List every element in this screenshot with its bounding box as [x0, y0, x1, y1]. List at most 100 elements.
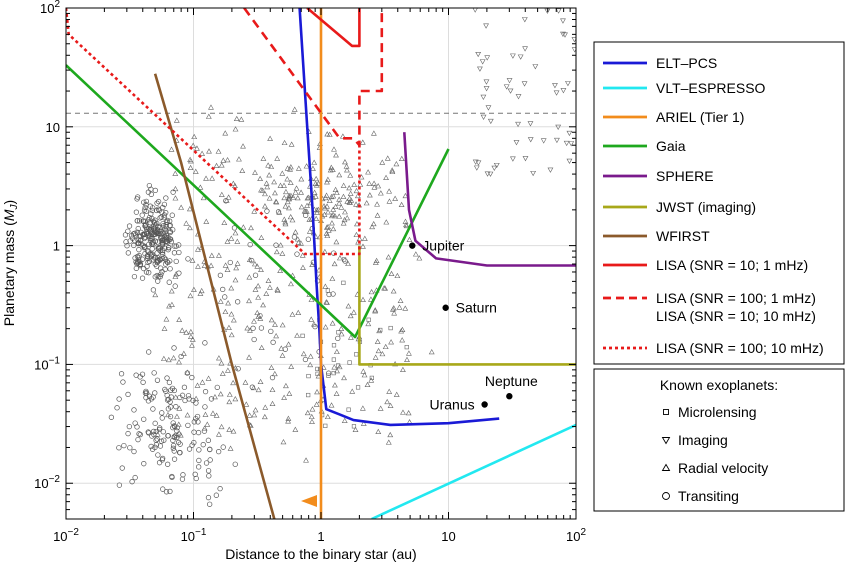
transiting-point [131, 448, 137, 455]
microlensing-point [366, 317, 371, 322]
transiting-point [148, 191, 154, 197]
transiting-point [136, 240, 142, 247]
radial-velocity-point [165, 356, 172, 363]
transiting-point [202, 404, 208, 410]
radial-velocity-point [310, 165, 316, 171]
radial-velocity-point [189, 342, 195, 348]
microlensing-point [336, 363, 341, 368]
transiting-point [217, 486, 223, 492]
microlensing-point [300, 333, 305, 338]
transiting-point [169, 474, 175, 480]
radial-velocity-point [226, 398, 233, 405]
imaging-point [568, 141, 575, 147]
radial-velocity-point [218, 423, 225, 430]
radial-velocity-point [215, 148, 222, 154]
x-axis-title: Distance to the binary star (au) [225, 546, 416, 562]
transiting-point [163, 232, 170, 239]
transiting-point [141, 461, 147, 467]
radial-velocity-point [325, 227, 332, 233]
legend-marker [663, 409, 669, 415]
transiting-point [155, 257, 161, 264]
radial-velocity-point [394, 272, 401, 279]
transiting-point [143, 198, 150, 205]
microlensing-point [355, 385, 361, 390]
radial-velocity-point [360, 420, 367, 426]
legend-label: LISA (SNR = 10; 10 mHz) [656, 308, 816, 324]
transiting-point [172, 283, 178, 289]
radial-velocity-point [393, 391, 400, 397]
radial-velocity-point [323, 299, 330, 305]
radial-velocity-point [222, 308, 229, 315]
transiting-point [207, 501, 213, 507]
radial-velocity-point [173, 271, 180, 277]
radial-velocity-point [368, 288, 375, 295]
radial-velocity-point [341, 417, 348, 423]
transiting-point [139, 212, 145, 218]
transiting-point [116, 396, 122, 402]
radial-velocity-point [329, 320, 336, 326]
radial-velocity-point [347, 190, 354, 196]
radial-velocity-point [379, 159, 386, 165]
radial-velocity-point [287, 166, 293, 172]
radial-velocity-point [293, 185, 300, 191]
radial-velocity-point [271, 370, 278, 377]
radial-velocity-point [186, 206, 193, 212]
radial-velocity-point [336, 255, 343, 261]
radial-velocity-point [284, 198, 291, 205]
radial-velocity-point [381, 285, 388, 291]
radial-velocity-point [329, 220, 335, 226]
imaging-point [552, 83, 558, 89]
transiting-point [207, 446, 213, 453]
radial-velocity-point [187, 156, 194, 162]
transiting-point [136, 431, 142, 437]
microlensing-point [306, 392, 311, 398]
radial-velocity-point [403, 221, 409, 228]
transiting-point [126, 423, 132, 430]
transiting-point [152, 420, 158, 426]
radial-velocity-point [278, 345, 285, 351]
radial-velocity-point [240, 224, 247, 230]
y-tick-label: 102 [40, 0, 60, 16]
transiting-point [147, 235, 153, 242]
radial-velocity-point [288, 141, 295, 147]
radial-velocity-point [276, 209, 283, 215]
radial-velocity-point [279, 250, 286, 256]
radial-velocity-point [353, 187, 360, 194]
radial-velocity-point [324, 203, 330, 209]
radial-velocity-point [323, 192, 330, 198]
radial-velocity-point [288, 192, 294, 198]
radial-velocity-point [216, 355, 222, 361]
microlensing-point [326, 373, 331, 378]
transiting-point [191, 419, 197, 425]
exoplanet-legend-title: Known exoplanets: [660, 377, 778, 393]
radial-velocity-point [295, 165, 302, 171]
transiting-point [150, 406, 156, 412]
radial-velocity-point [399, 326, 406, 333]
detection-curves [66, 8, 576, 519]
radial-velocity-point [176, 359, 182, 365]
transiting-point [152, 444, 158, 450]
transiting-point [216, 448, 222, 455]
radial-velocity-point [197, 184, 204, 190]
microlensing-point [331, 343, 337, 348]
transiting-point [157, 245, 163, 251]
imaging-point [475, 160, 482, 166]
radial-velocity-point [194, 145, 200, 151]
radial-velocity-point [351, 181, 358, 187]
radial-velocity-point [336, 172, 343, 178]
legend-label: LISA (SNR = 100; 10 mHz) [656, 340, 824, 356]
radial-velocity-point [333, 189, 340, 196]
transiting-point [167, 236, 173, 242]
legend-label: LISA (SNR = 10; 1 mHz) [656, 257, 808, 273]
radial-velocity-point [366, 192, 373, 198]
radial-velocity-point [228, 311, 235, 317]
radial-velocity-point [377, 190, 384, 196]
radial-velocity-point [228, 285, 235, 291]
radial-velocity-point [198, 287, 205, 294]
radial-velocity-point [385, 439, 392, 445]
transiting-point [166, 245, 172, 251]
radial-velocity-point [336, 363, 343, 370]
radial-velocity-point [232, 126, 239, 132]
radial-velocity-point [387, 431, 394, 438]
radial-velocity-point [208, 252, 215, 258]
